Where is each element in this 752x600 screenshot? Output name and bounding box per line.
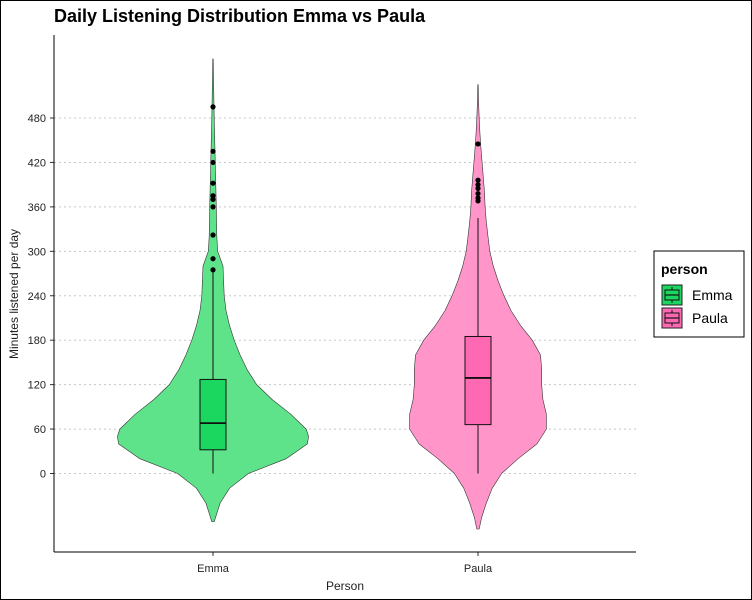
- axes: 0 60 120 180 240 300 360 420 480 Emma Paula Person M…: [7, 35, 636, 593]
- outlier-emma-2: [210, 232, 216, 238]
- outlier-emma-1: [210, 256, 216, 262]
- y-tick-label-300: 300: [28, 246, 46, 258]
- outlier-emma-0: [210, 267, 216, 273]
- outlier-emma-6: [210, 180, 216, 186]
- y-tick-label-180: 180: [28, 335, 46, 347]
- outlier-emma-7: [210, 159, 216, 166]
- y-tick-label-420: 420: [28, 157, 46, 169]
- y-tick-label-240: 240: [28, 291, 46, 303]
- x-axis-title: Person: [326, 579, 364, 593]
- legend-title: person: [661, 261, 708, 277]
- y-axis-title: Minutes listened per day: [7, 229, 21, 359]
- x-tick-label-emma: Emma: [197, 563, 230, 575]
- outlier-emma-3: [210, 204, 216, 210]
- box-emma: [199, 378, 227, 451]
- outlier-paula-3: [475, 185, 481, 191]
- outlier-emma-5: [210, 193, 216, 199]
- legend-label-paula: Paula: [692, 310, 728, 326]
- outlier-paula-4: [475, 182, 481, 188]
- legend-key-paula: [661, 307, 683, 329]
- gridlines: [54, 117, 636, 474]
- violins: [117, 58, 547, 530]
- y-tick-label-0: 0: [40, 469, 46, 481]
- y-tick-label-360: 360: [28, 202, 46, 214]
- outlier-paula-5: [475, 177, 481, 183]
- legend-key-emma: [661, 284, 683, 306]
- y-tick-label-60: 60: [34, 424, 46, 436]
- violin-group-emma: [117, 58, 309, 522]
- outlier-paula-1: [475, 195, 481, 201]
- outlier-emma-8: [210, 148, 216, 154]
- chart-title: Daily Listening Distribution Emma vs Pau…: [54, 6, 426, 26]
- box-paula: [464, 335, 492, 426]
- outlier-paula-6: [475, 141, 481, 147]
- legend: person Emma Paula: [653, 250, 745, 338]
- x-tick-label-paula: Paula: [464, 563, 493, 575]
- y-tick-label-480: 480: [28, 113, 46, 125]
- violin-group-paula: [409, 84, 547, 530]
- outlier-paula-2: [475, 190, 481, 197]
- outlier-emma-9: [210, 104, 216, 110]
- y-tick-label-120: 120: [28, 380, 46, 392]
- legend-label-emma: Emma: [692, 287, 733, 303]
- outlier-emma-4: [210, 196, 216, 203]
